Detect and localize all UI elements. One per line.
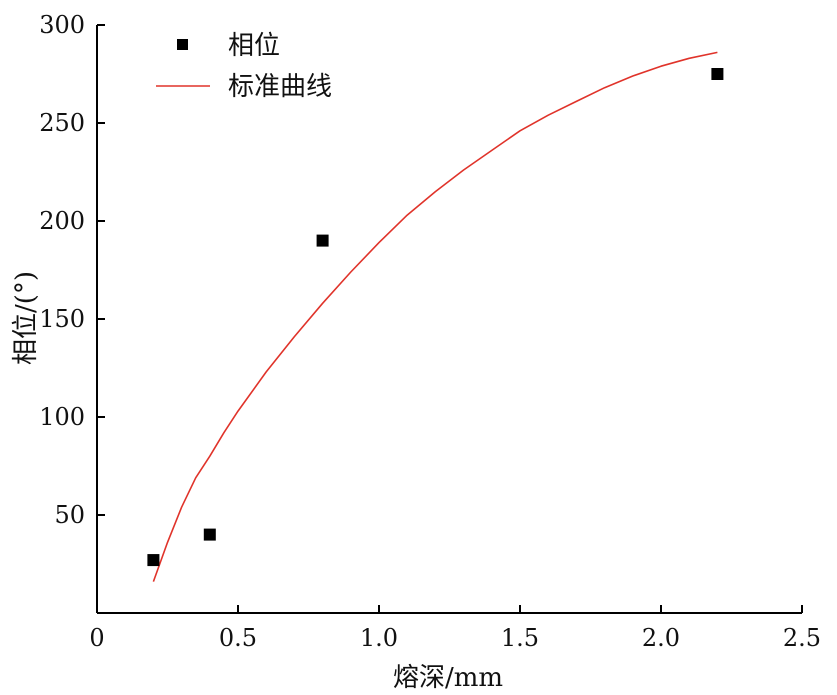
x-tick-label: 0.5 [219,624,257,652]
y-tick-label: 50 [54,501,85,529]
plot-layer [147,51,724,582]
scatter-point [203,528,216,541]
x-axis-title: 熔深/mm [393,663,503,693]
curve-line [152,51,718,582]
y-axis-title: 相位/(°) [11,271,41,365]
x-tick-label: 2.5 [783,624,821,652]
y-tick-label: 250 [39,109,85,137]
x-tick-label: 2.0 [642,624,680,652]
x-tick-label: 0 [89,624,104,652]
y-tick-label: 150 [39,305,85,333]
legend-marker-scatter [177,39,188,50]
legend-label-scatter: 相位 [228,31,280,61]
legend-label-curve: 标准曲线 [228,72,332,102]
x-tick-label: 1.0 [360,624,398,652]
legend: 相位 标准曲线 [156,31,332,102]
y-tick-label: 100 [39,403,85,431]
scatter-point [147,554,160,567]
scatter-point [711,68,724,80]
axes [96,25,802,614]
y-tick-label: 200 [39,207,85,235]
scatter-point [316,234,329,247]
y-ticks: 50 100 150 200 250 300 [39,11,105,529]
y-tick-label: 300 [39,11,85,39]
x-ticks: 0 0.5 1.0 1.5 2.0 2.5 [89,605,821,652]
x-tick-label: 1.5 [501,624,539,652]
